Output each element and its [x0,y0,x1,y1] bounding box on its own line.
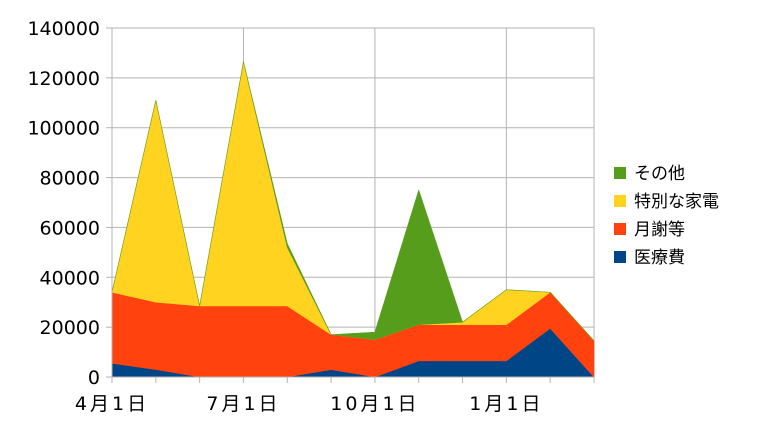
y-tick-label-100000: 100000 [27,118,100,140]
axes [106,27,595,383]
x-tick-label-0: 4月1日 [75,393,149,415]
legend-label-3: 医療費 [634,248,685,268]
x-tick-labels: 4月1日 7月1日 10月1日 1月1日 [75,393,543,415]
legend-swatch-1 [614,195,626,207]
area-series-3 [111,61,595,342]
y-tick-label-120000: 120000 [27,68,100,90]
area-series-2 [111,61,595,342]
legend-swatch-2 [614,223,626,235]
series-areas [111,61,595,378]
legend-swatch-3 [614,251,626,263]
y-tick-label-0: 0 [88,367,100,389]
legend-swatch-0 [614,167,626,179]
y-tick-label-40000: 40000 [40,267,100,289]
y-tick-label-140000: 140000 [27,18,100,40]
legend-label-2: 月謝等 [634,220,685,240]
x-tick-label-9: 1月1日 [469,393,543,415]
y-tick-labels: 0 20000 40000 60000 80000 100000 120000 140000 [27,18,100,389]
x-tick-label-6: 10月1日 [330,393,419,415]
y-tick-label-80000: 80000 [40,168,100,190]
y-tick-label-20000: 20000 [40,317,100,339]
x-tick-label-3: 7月1日 [206,393,280,415]
legend-label-1: 特別な家電 [634,192,719,212]
legend-label-0: その他 [634,164,685,184]
y-tick-label-60000: 60000 [40,217,100,239]
